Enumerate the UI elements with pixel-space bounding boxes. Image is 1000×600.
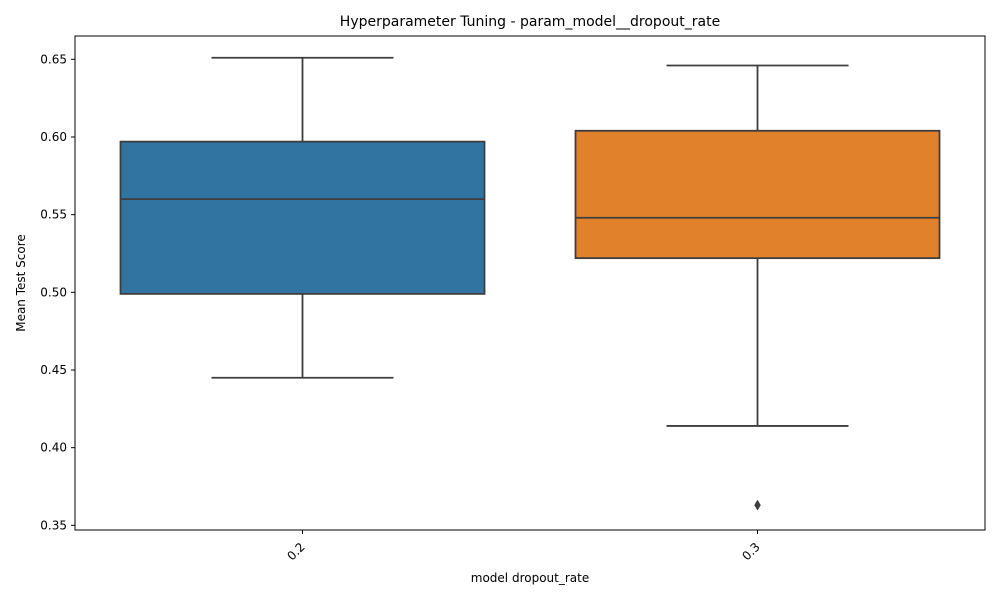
y-tick-label: 0.60	[40, 130, 67, 144]
box-0.2	[119, 140, 486, 295]
x-axis-label: model dropout_rate	[471, 571, 589, 585]
plot-area: 0.35 0.40 0.45 0.50 0.55 0.60 0.65 0.2 0.3	[40, 35, 986, 563]
box-0.3	[574, 129, 941, 260]
y-tick-label: 0.55	[40, 208, 67, 222]
x-tick-label: 0.2	[284, 540, 307, 563]
y-axis-label: Mean Test Score	[14, 234, 28, 332]
y-tick-label: 0.45	[40, 363, 67, 377]
x-tick-label: 0.3	[739, 540, 762, 563]
axes-frame	[74, 35, 986, 531]
y-tick-label: 0.40	[40, 441, 67, 455]
y-tick-label: 0.35	[40, 518, 67, 532]
y-tick-label: 0.65	[40, 52, 67, 66]
y-tick-label: 0.50	[40, 285, 67, 299]
outlier-point	[754, 499, 761, 511]
chart-title: Hyperparameter Tuning - param_model__dro…	[340, 14, 720, 30]
